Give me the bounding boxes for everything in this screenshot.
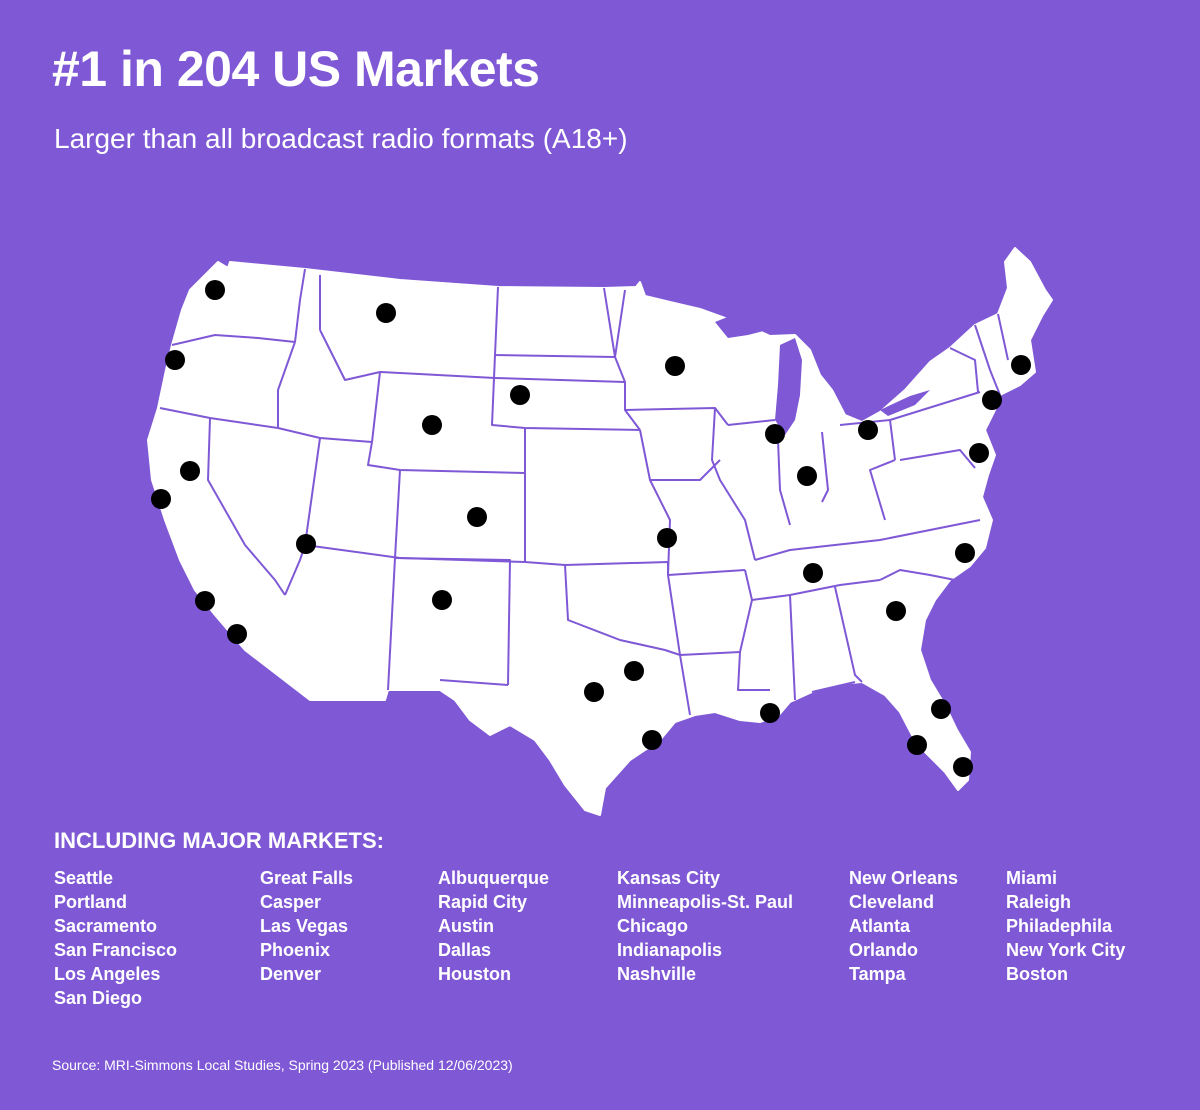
market-item: Portland (54, 892, 128, 912)
marker-dallas (624, 661, 644, 681)
market-markers (151, 280, 1031, 777)
market-item: San Diego (54, 988, 143, 1008)
marker-chicago (765, 424, 785, 444)
marker-rapid-city (510, 385, 530, 405)
marker-casper (422, 415, 442, 435)
market-column-4: Kansas City Minneapolis-St. Paul Chicago… (617, 866, 793, 986)
marker-seattle (205, 280, 225, 300)
market-item: Houston (438, 964, 511, 984)
market-column-2: Great Falls Casper Las Vegas Phoenix Den… (260, 866, 353, 986)
market-item: Nashville (617, 964, 697, 984)
market-item: Miami (1006, 868, 1058, 888)
marker-miami (953, 757, 973, 777)
marker-raleigh (955, 543, 975, 563)
market-item: Raleigh (1006, 892, 1072, 912)
market-item: Kansas City (617, 868, 721, 888)
headline: #1 in 204 US Markets (52, 41, 540, 97)
us-landmass (147, 247, 1053, 816)
marker-new-orleans (760, 703, 780, 723)
market-item: Rapid City (438, 892, 528, 912)
marker-orlando (931, 699, 951, 719)
market-item: Sacramento (54, 916, 158, 936)
market-item: Minneapolis-St. Paul (617, 892, 794, 912)
marker-portland (165, 350, 185, 370)
market-item: Cleveland (849, 892, 935, 912)
market-item: Dallas (438, 940, 492, 960)
market-column-6: Miami Raleigh Philadephila New York City… (1006, 866, 1125, 986)
subheadline: Larger than all broadcast radio formats … (54, 123, 628, 154)
market-column-3: Albuquerque Rapid City Austin Dallas Hou… (438, 866, 549, 986)
market-item: Las Vegas (260, 916, 349, 936)
market-item: Philadephila (1006, 916, 1113, 936)
markets-list: Seattle Portland Sacramento San Francisc… (0, 866, 1200, 1016)
market-item: Albuquerque (438, 868, 549, 888)
state-borders (159, 268, 1009, 716)
market-item: San Francisco (54, 940, 178, 960)
market-item: New York City (1006, 940, 1126, 960)
marker-great-falls (376, 303, 396, 323)
lake-erie (880, 390, 930, 416)
market-column-1: Seattle Portland Sacramento San Francisc… (54, 866, 177, 1010)
marker-minneapolis (665, 356, 685, 376)
market-item: Seattle (54, 868, 114, 888)
market-item: New Orleans (849, 868, 959, 888)
marker-san-francisco (151, 489, 171, 509)
marker-nashville (803, 563, 823, 583)
marker-tampa (907, 735, 927, 755)
source-note: Source: MRI-Simmons Local Studies, Sprin… (52, 1057, 513, 1073)
marker-cleveland (858, 420, 878, 440)
marker-austin (584, 682, 604, 702)
market-item: Casper (260, 892, 322, 912)
marker-las-vegas (296, 534, 316, 554)
marker-denver (467, 507, 487, 527)
market-item: Los Angeles (54, 964, 161, 984)
marker-indianapolis (797, 466, 817, 486)
marker-kansas-city (657, 528, 677, 548)
market-item: Great Falls (260, 868, 354, 888)
marker-boston (1011, 355, 1031, 375)
marker-philadelphia (969, 443, 989, 463)
market-item: Tampa (849, 964, 906, 984)
lake-superior (715, 312, 775, 338)
marker-albuquerque (432, 590, 452, 610)
markets-heading: INCLUDING MAJOR MARKETS: (54, 828, 384, 853)
marker-los-angeles (195, 591, 215, 611)
marker-atlanta (886, 601, 906, 621)
market-item: Orlando (849, 940, 919, 960)
marker-houston (642, 730, 662, 750)
market-item: Phoenix (260, 940, 331, 960)
lake-michigan (775, 338, 802, 435)
market-item: Boston (1006, 964, 1068, 984)
marker-san-diego (227, 624, 247, 644)
market-item: Denver (260, 964, 322, 984)
market-item: Indianapolis (617, 940, 723, 960)
market-item: Austin (438, 916, 494, 936)
marker-new-york-city (982, 390, 1002, 410)
market-column-5: New Orleans Cleveland Atlanta Orlando Ta… (849, 866, 958, 986)
market-item: Chicago (617, 916, 689, 936)
market-item: Atlanta (849, 916, 911, 936)
marker-sacramento (180, 461, 200, 481)
